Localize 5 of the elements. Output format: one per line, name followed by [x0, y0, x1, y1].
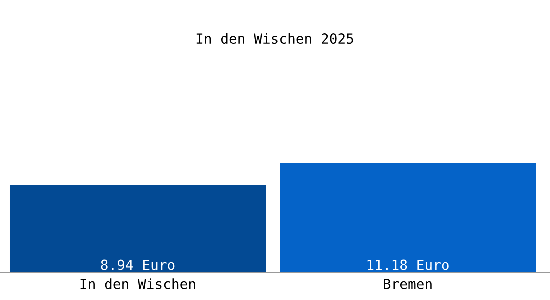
x-tick-label: Bremen — [384, 279, 432, 290]
data-label: 11.18 Euro — [368, 260, 449, 270]
x-tick-label: In den Wischen — [80, 278, 196, 290]
data-label: 8.94 Euro — [101, 260, 175, 270]
chart-title: In den Wischen 2025 — [196, 33, 354, 44]
